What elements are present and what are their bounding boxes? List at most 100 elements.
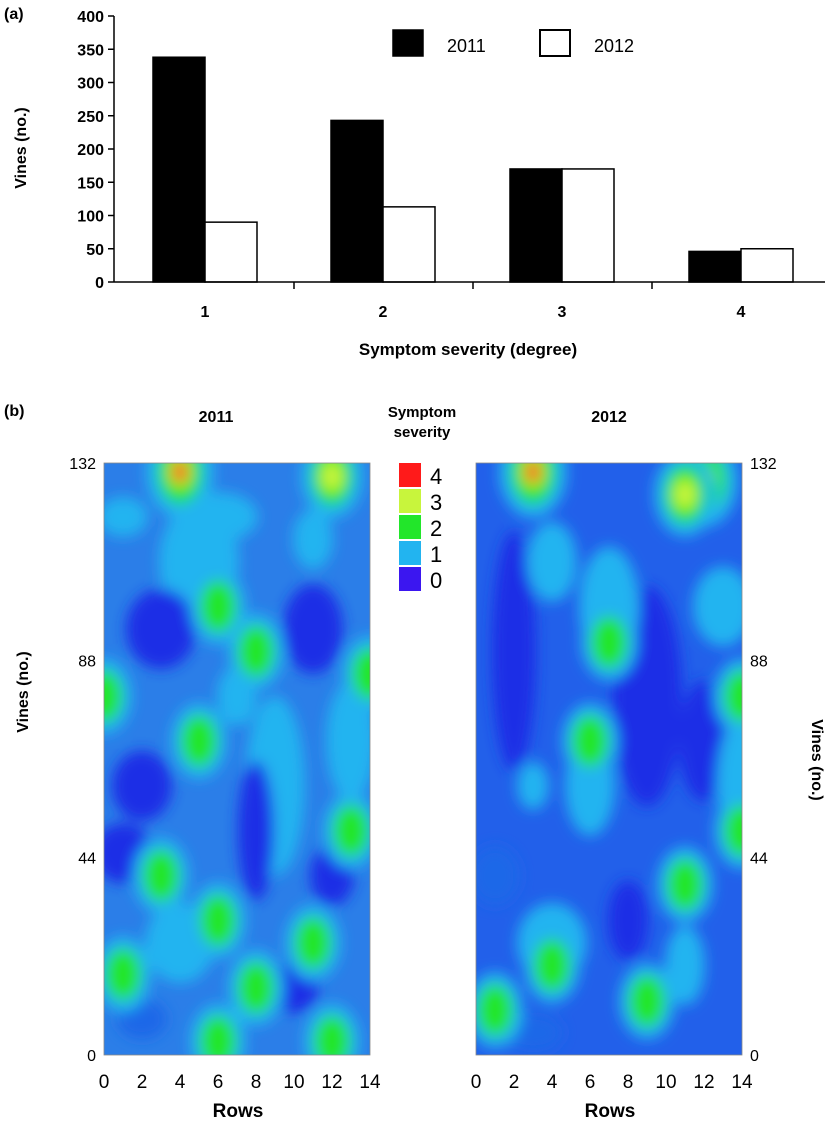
contour-level-2 bbox=[105, 948, 141, 1001]
contour-level-2 bbox=[238, 961, 274, 1014]
bar-2011-severity-2 bbox=[330, 119, 384, 283]
contour-level-2 bbox=[591, 616, 627, 669]
contour-level-4 bbox=[173, 463, 187, 483]
scale-swatch-1 bbox=[399, 541, 421, 565]
heatmap-2012-contours bbox=[476, 463, 742, 1053]
heatmap-2012-frame bbox=[475, 462, 743, 1056]
panel-a-y-axis-label: Vines (no.) bbox=[13, 107, 30, 189]
contour-level-2 bbox=[534, 939, 570, 992]
heatmap-y-tick-label: 132 bbox=[69, 456, 96, 473]
bar-2011-severity-1 bbox=[152, 56, 206, 283]
bar-2012-severity-2 bbox=[382, 206, 436, 283]
heatmap-x-tick-label: 6 bbox=[213, 1072, 224, 1093]
heatmap-y-tick-label: 132 bbox=[750, 456, 777, 473]
panel-a-x-axis-label: Symptom severity (degree) bbox=[359, 340, 577, 359]
heatmap-x-tick-label: 14 bbox=[731, 1072, 753, 1093]
contour-level-2 bbox=[104, 670, 122, 723]
y-tick-label: 200 bbox=[77, 142, 104, 159]
heatmap-right-y-axis-label: Vines (no.) bbox=[808, 719, 825, 801]
heatmap-x-tick-label: 8 bbox=[251, 1072, 262, 1093]
contour-region bbox=[112, 750, 172, 821]
contour-region bbox=[492, 531, 536, 772]
heatmap-x-tick-label: 2 bbox=[509, 1072, 520, 1093]
heatmap-x-tick-label: 2 bbox=[137, 1072, 148, 1093]
heatmap-x-tick-label: 0 bbox=[99, 1072, 110, 1093]
y-tick-label: 150 bbox=[77, 175, 104, 192]
heatmap-2011-title: 2011 bbox=[199, 409, 234, 426]
contour-region bbox=[665, 925, 705, 1006]
contour-level-2 bbox=[333, 804, 369, 857]
y-tick-label: 350 bbox=[77, 42, 104, 59]
contour-region bbox=[293, 509, 333, 570]
x-tick-label: 4 bbox=[737, 304, 746, 321]
contour-level-2 bbox=[200, 894, 236, 947]
heatmap-2011-x-axis-label: Rows bbox=[213, 1101, 264, 1121]
scale-swatch-2 bbox=[399, 515, 421, 539]
contour-level-4 bbox=[526, 463, 540, 483]
heatmap-x-tick-label: 4 bbox=[175, 1072, 186, 1093]
scale-label-2: 2 bbox=[430, 516, 442, 541]
heatmap-2012-title: 2012 bbox=[591, 409, 627, 426]
panel-a-x-ticks: 1 2 3 4 bbox=[201, 282, 746, 321]
contour-region bbox=[283, 583, 343, 674]
scale-title-line2: severity bbox=[394, 424, 451, 441]
contour-level-2 bbox=[181, 715, 217, 768]
heatmap-x-tick-label: 6 bbox=[585, 1072, 596, 1093]
bar-2012-severity-3 bbox=[561, 168, 615, 283]
contour-level-2 bbox=[629, 975, 665, 1028]
heatmap-x-tick-label: 12 bbox=[693, 1072, 714, 1093]
x-tick-label: 3 bbox=[558, 304, 567, 321]
contour-level-2 bbox=[352, 647, 370, 700]
contour-level-2 bbox=[143, 849, 179, 902]
heatmap-x-tick-label: 12 bbox=[321, 1072, 342, 1093]
heatmap-x-tick-label: 14 bbox=[359, 1072, 381, 1093]
legend: 2011 2012 bbox=[392, 29, 634, 57]
y-tick-label: 50 bbox=[86, 242, 104, 259]
contour-region bbox=[527, 521, 577, 602]
scale-label-3: 3 bbox=[430, 490, 442, 515]
heatmap-x-tick-label: 4 bbox=[547, 1072, 558, 1093]
contour-level-2 bbox=[200, 580, 236, 633]
heatmap-x-tick-label: 8 bbox=[623, 1072, 634, 1093]
heatmap-2011 bbox=[103, 462, 371, 1056]
scale-swatch-4 bbox=[399, 463, 421, 487]
legend-swatch-2011 bbox=[392, 29, 424, 57]
scale-title-line1: Symptom bbox=[388, 404, 456, 421]
contour-level-2 bbox=[200, 1015, 236, 1055]
panel-b-label: (b) bbox=[4, 403, 24, 420]
heatmap-x-tick-label: 0 bbox=[471, 1072, 482, 1093]
y-tick-label: 250 bbox=[77, 109, 104, 126]
heatmap-y-tick-label: 88 bbox=[750, 653, 768, 670]
contour-level-1 bbox=[517, 761, 549, 810]
contour-region bbox=[126, 588, 196, 669]
y-tick-label: 0 bbox=[95, 275, 104, 292]
panel-a-bar-chart: (a) Vines (no.) Symptom severity (degree… bbox=[4, 6, 825, 359]
bar-2011-severity-4 bbox=[688, 250, 742, 283]
heatmap-y-tick-label: 44 bbox=[750, 851, 768, 868]
contour-region bbox=[608, 880, 648, 961]
bar-2012-severity-1 bbox=[204, 221, 258, 283]
y-tick-label: 400 bbox=[77, 9, 104, 26]
contour-level-2 bbox=[572, 715, 608, 768]
bar-series-group bbox=[152, 56, 794, 283]
contour-level-2 bbox=[314, 1015, 350, 1055]
heatmap-y-tick-label: 0 bbox=[87, 1048, 96, 1065]
heatmap-y-tick-label: 0 bbox=[750, 1048, 759, 1065]
contour-level-3 bbox=[321, 463, 343, 492]
legend-label-2012: 2012 bbox=[594, 36, 634, 56]
contour-level-2 bbox=[238, 625, 274, 678]
contour-level-2 bbox=[477, 984, 513, 1037]
legend-label-2011: 2011 bbox=[447, 36, 486, 56]
heatmap-y-tick-label: 44 bbox=[78, 851, 96, 868]
contour-region bbox=[238, 760, 274, 901]
bar-2012-severity-4 bbox=[740, 248, 794, 283]
scale-label-0: 0 bbox=[430, 568, 442, 593]
scale-label-4: 4 bbox=[430, 464, 442, 489]
y-tick-label: 100 bbox=[77, 209, 104, 226]
scale-swatch-3 bbox=[399, 489, 421, 513]
heatmap-2012 bbox=[475, 462, 743, 1056]
